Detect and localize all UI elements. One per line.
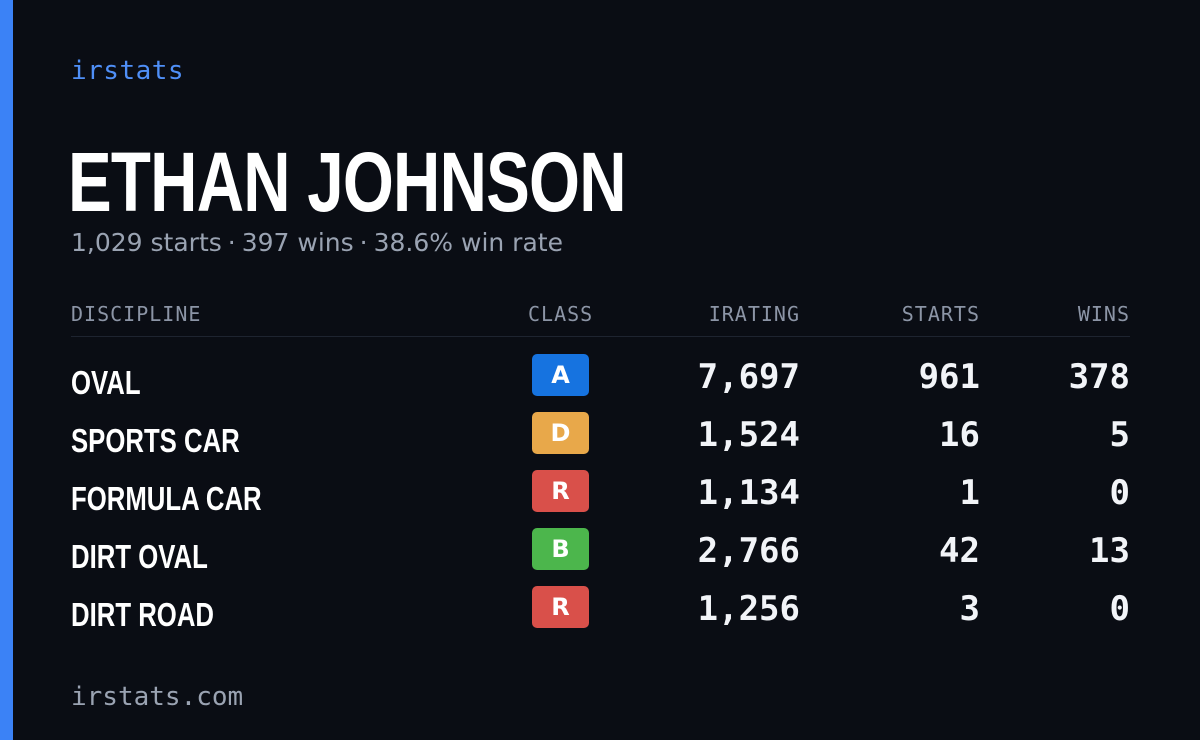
brand-logo: irstats [71,56,185,86]
stats-table-body: OVAL A 7,697 961 378 SPORTS CAR D 1,524 … [71,354,1130,644]
class-badge: R [532,586,589,628]
wins-value: 0 [1109,473,1130,513]
wins-value: 13 [1089,531,1130,571]
discipline-name: SPORTS CAR [71,422,240,459]
wins-value: 5 [1109,415,1130,455]
class-badge: D [532,412,589,454]
class-badge: B [532,528,589,570]
footer-domain: irstats.com [71,682,244,712]
header-irating: IRATING [708,302,800,326]
table-row: OVAL A 7,697 961 378 [71,354,1130,412]
table-row: DIRT ROAD R 1,256 3 0 [71,586,1130,644]
discipline-name: OVAL [71,364,141,401]
summary-wins: 397 wins [241,228,354,257]
irating-value: 2,766 [697,531,800,571]
summary-separator: · [359,228,368,257]
summary-separator: · [227,228,236,257]
irating-value: 1,524 [697,415,800,455]
header-wins: WINS [1077,302,1130,326]
summary-starts: 1,029 starts [71,228,222,257]
accent-bar [0,0,13,740]
table-row: DIRT OVAL B 2,766 42 13 [71,528,1130,586]
table-row: FORMULA CAR R 1,134 1 0 [71,470,1130,528]
header-class: CLASS [528,302,594,326]
starts-value: 3 [959,589,980,629]
discipline-name: FORMULA CAR [71,480,262,517]
header-starts: STARTS [901,302,980,326]
header-discipline: DISCIPLINE [71,302,202,326]
stats-table-header: DISCIPLINE CLASS IRATING STARTS WINS [71,300,1130,337]
starts-value: 961 [918,357,980,397]
starts-value: 42 [939,531,980,571]
irating-value: 1,256 [697,589,800,629]
irating-value: 1,134 [697,473,800,513]
starts-value: 16 [939,415,980,455]
driver-summary: 1,029 starts · 397 wins · 38.6% win rate [71,228,563,257]
wins-value: 378 [1068,357,1130,397]
starts-value: 1 [959,473,980,513]
summary-win-rate: 38.6% win rate [373,228,563,257]
wins-value: 0 [1109,589,1130,629]
table-row: SPORTS CAR D 1,524 16 5 [71,412,1130,470]
driver-name: ETHAN JOHNSON [68,135,627,229]
class-badge: A [532,354,589,396]
discipline-name: DIRT ROAD [71,596,214,633]
class-badge: R [532,470,589,512]
irating-value: 7,697 [697,357,800,397]
discipline-name: DIRT OVAL [71,538,208,575]
